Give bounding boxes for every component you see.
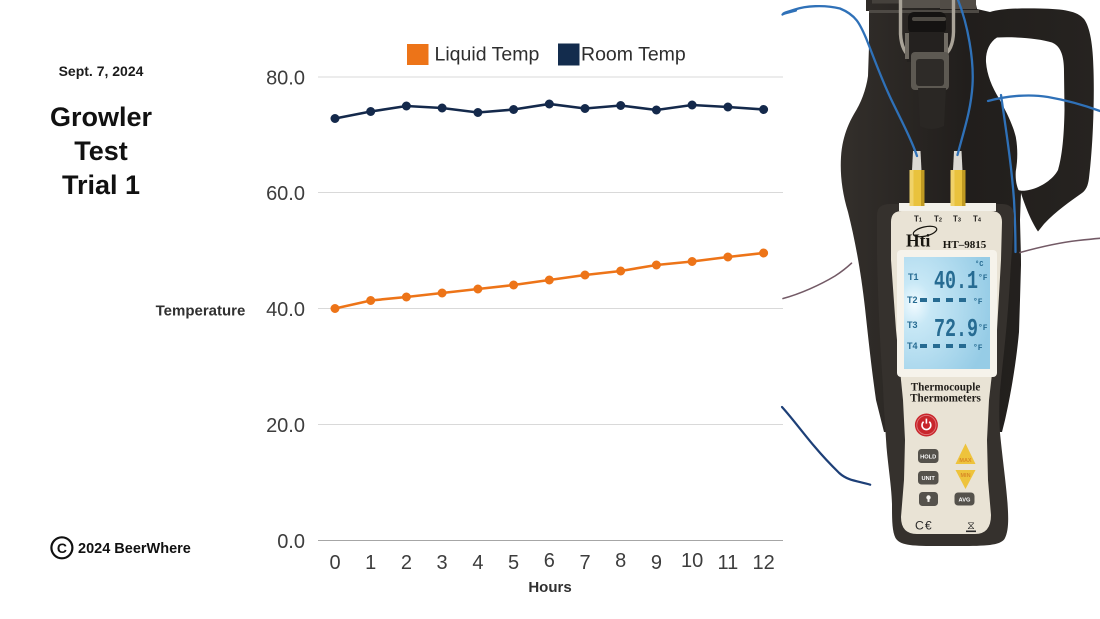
svg-text:MIN: MIN — [960, 473, 970, 479]
svg-text:T3: T3 — [953, 215, 961, 224]
svg-text:7: 7 — [579, 552, 590, 574]
svg-text:20.0: 20.0 — [266, 415, 305, 437]
svg-text:0: 0 — [329, 552, 340, 574]
svg-text:MAX: MAX — [959, 458, 972, 464]
svg-text:T4: T4 — [907, 341, 918, 351]
svg-text:72.9: 72.9 — [934, 314, 978, 344]
svg-text:11: 11 — [718, 552, 739, 574]
svg-text:HOLD: HOLD — [920, 455, 936, 461]
svg-text:Trial 1: Trial 1 — [62, 170, 140, 200]
svg-text:4: 4 — [472, 552, 483, 574]
svg-text:10: 10 — [681, 550, 703, 572]
svg-text:°F: °F — [978, 324, 988, 333]
svg-text:40.0: 40.0 — [266, 299, 305, 321]
svg-text:T2: T2 — [907, 295, 918, 305]
svg-text:Growler: Growler — [50, 102, 153, 132]
svg-text:Liquid Temp: Liquid Temp — [435, 44, 540, 66]
svg-text:T1: T1 — [914, 215, 922, 224]
svg-text:12: 12 — [752, 552, 774, 574]
svg-text:°C: °C — [975, 260, 983, 269]
svg-text:Thermometers: Thermometers — [910, 393, 981, 405]
svg-text:T1: T1 — [908, 272, 919, 282]
svg-text:60.0: 60.0 — [266, 183, 305, 205]
svg-text:Test: Test — [74, 136, 128, 166]
svg-text:C: C — [57, 540, 67, 556]
svg-text:2: 2 — [401, 552, 412, 574]
svg-text:UNIT: UNIT — [922, 476, 936, 482]
svg-text:T4: T4 — [973, 215, 982, 224]
svg-text:⧖: ⧖ — [967, 520, 975, 532]
svg-text:Thermocouple: Thermocouple — [911, 382, 981, 394]
svg-text:Hti: Hti — [906, 231, 930, 251]
svg-text:9: 9 — [651, 552, 662, 574]
svg-text:T3: T3 — [907, 320, 918, 330]
svg-text:1: 1 — [365, 552, 376, 574]
svg-text:Room Temp: Room Temp — [581, 44, 686, 66]
svg-text:5: 5 — [508, 552, 519, 574]
svg-text:0.0: 0.0 — [277, 531, 305, 553]
svg-text:°F: °F — [973, 298, 983, 307]
svg-text:6: 6 — [544, 550, 555, 572]
svg-text:40.1: 40.1 — [934, 266, 978, 296]
svg-text:C€: C€ — [915, 519, 932, 533]
svg-text:°F: °F — [973, 344, 983, 353]
svg-text:8: 8 — [615, 550, 626, 572]
svg-text:HT–9815: HT–9815 — [943, 239, 987, 251]
svg-text:T2: T2 — [934, 215, 942, 224]
svg-text:°F: °F — [978, 274, 988, 283]
svg-text:2024 BeerWhere: 2024 BeerWhere — [78, 541, 191, 557]
svg-text:Temperature: Temperature — [156, 303, 246, 320]
svg-text:3: 3 — [437, 552, 448, 574]
svg-text:Hours: Hours — [528, 579, 571, 596]
svg-text:AVG: AVG — [959, 497, 971, 503]
svg-text:80.0: 80.0 — [266, 68, 305, 90]
svg-text:Sept. 7, 2024: Sept. 7, 2024 — [59, 63, 144, 79]
